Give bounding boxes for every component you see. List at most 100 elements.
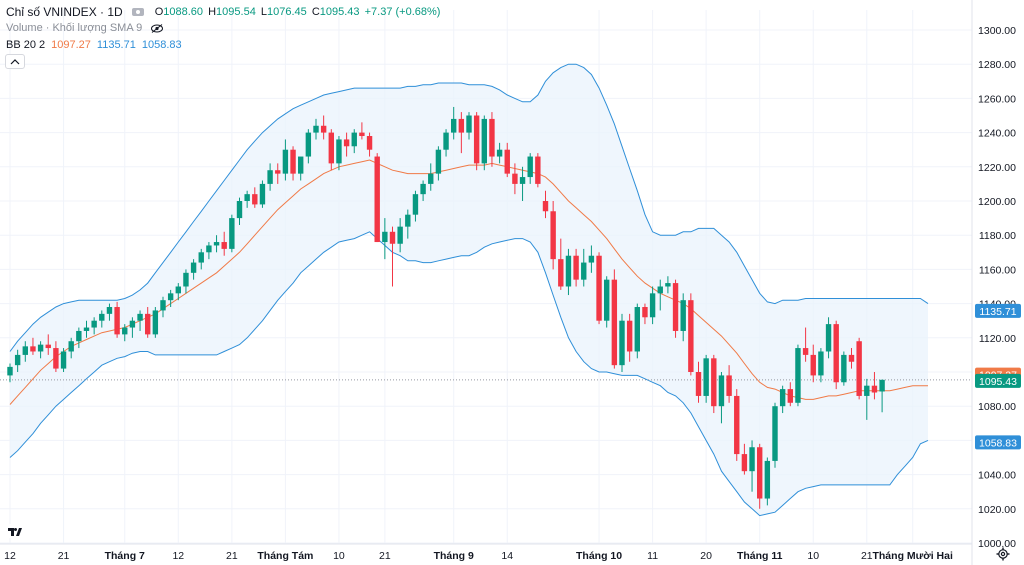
- candle-body[interactable]: [22, 346, 28, 355]
- candle-body[interactable]: [649, 293, 656, 318]
- candle-body[interactable]: [657, 286, 663, 294]
- candle-body[interactable]: [244, 194, 250, 201]
- candle-body[interactable]: [779, 389, 786, 407]
- candle-body[interactable]: [558, 259, 564, 287]
- candle-body[interactable]: [619, 320, 625, 366]
- candle-body[interactable]: [366, 136, 373, 150]
- bb-label[interactable]: BB 20 2: [6, 39, 46, 51]
- candle-body[interactable]: [565, 255, 572, 287]
- candle-body[interactable]: [183, 272, 189, 287]
- candle-body[interactable]: [351, 132, 357, 147]
- candle-body[interactable]: [60, 351, 67, 369]
- candle-body[interactable]: [451, 118, 457, 133]
- candle-body[interactable]: [122, 327, 128, 335]
- candle-body[interactable]: [711, 358, 717, 407]
- candle-body[interactable]: [695, 372, 702, 396]
- candle-body[interactable]: [160, 300, 166, 311]
- candle-body[interactable]: [313, 125, 319, 133]
- collapse-legend-button[interactable]: [5, 54, 25, 69]
- candle-body[interactable]: [298, 156, 304, 174]
- candle-body[interactable]: [190, 262, 197, 273]
- candle-body[interactable]: [496, 149, 503, 157]
- candle-body[interactable]: [757, 447, 763, 499]
- candle-body[interactable]: [167, 293, 174, 301]
- candle-body[interactable]: [382, 231, 388, 243]
- candle-body[interactable]: [106, 307, 113, 314]
- candle-body[interactable]: [512, 173, 518, 184]
- hide-icon[interactable]: [131, 7, 145, 17]
- candle-body[interactable]: [397, 226, 403, 244]
- candle-body[interactable]: [83, 327, 90, 331]
- gear-icon[interactable]: [996, 547, 1010, 561]
- candle-body[interactable]: [290, 149, 296, 174]
- candle-body[interactable]: [879, 379, 885, 392]
- candle-body[interactable]: [428, 173, 434, 184]
- candle-body[interactable]: [634, 307, 640, 352]
- candle-body[interactable]: [129, 320, 136, 328]
- candle-body[interactable]: [412, 194, 419, 215]
- candle-body[interactable]: [871, 385, 878, 393]
- candle-body[interactable]: [114, 307, 120, 335]
- candle-body[interactable]: [206, 245, 212, 253]
- candle-body[interactable]: [688, 300, 694, 372]
- candle-body[interactable]: [519, 177, 526, 184]
- candle-body[interactable]: [152, 310, 159, 335]
- candle-body[interactable]: [145, 313, 151, 335]
- candle-body[interactable]: [252, 194, 258, 205]
- candle-body[interactable]: [221, 242, 227, 249]
- candle-body[interactable]: [795, 348, 801, 403]
- eye-icon[interactable]: [150, 23, 164, 33]
- candle-body[interactable]: [30, 346, 36, 352]
- candle-body[interactable]: [741, 454, 748, 472]
- candle-body[interactable]: [611, 279, 618, 366]
- candle-body[interactable]: [864, 385, 870, 396]
- candle-body[interactable]: [856, 341, 862, 396]
- candle-body[interactable]: [573, 255, 579, 280]
- candle-body[interactable]: [588, 255, 595, 263]
- candle-body[interactable]: [76, 330, 82, 342]
- candle-body[interactable]: [527, 156, 533, 178]
- candle-body[interactable]: [848, 354, 855, 362]
- candle-body[interactable]: [550, 211, 556, 260]
- candle-body[interactable]: [7, 366, 13, 376]
- symbol-title[interactable]: Chỉ số VNINDEX · 1D: [6, 5, 123, 19]
- candle-body[interactable]: [320, 125, 327, 133]
- candle-body[interactable]: [213, 242, 220, 246]
- candle-body[interactable]: [175, 286, 181, 294]
- candle-body[interactable]: [596, 255, 602, 321]
- candle-body[interactable]: [489, 118, 495, 157]
- candle-body[interactable]: [581, 262, 587, 280]
- candle-body[interactable]: [458, 118, 465, 133]
- candle-body[interactable]: [91, 320, 97, 328]
- candle-body[interactable]: [680, 300, 686, 331]
- candle-body[interactable]: [726, 375, 732, 396]
- candle-body[interactable]: [343, 139, 350, 147]
- candle-body[interactable]: [787, 389, 793, 403]
- candle-body[interactable]: [53, 348, 59, 369]
- candle-body[interactable]: [718, 375, 725, 407]
- candle-body[interactable]: [642, 307, 648, 318]
- candle-body[interactable]: [841, 354, 847, 383]
- candle-body[interactable]: [535, 156, 541, 184]
- candle-body[interactable]: [389, 231, 396, 244]
- candle-body[interactable]: [275, 170, 281, 174]
- candle-body[interactable]: [672, 283, 679, 331]
- candle-body[interactable]: [198, 252, 204, 263]
- candle-body[interactable]: [473, 115, 480, 164]
- candle-body[interactable]: [328, 132, 334, 164]
- candle-body[interactable]: [703, 358, 709, 396]
- candle-body[interactable]: [481, 118, 487, 164]
- candle-body[interactable]: [305, 132, 312, 157]
- candle-body[interactable]: [45, 344, 51, 349]
- candle-body[interactable]: [665, 283, 671, 287]
- candle-body[interactable]: [542, 201, 549, 212]
- candle-body[interactable]: [734, 395, 740, 455]
- candle-body[interactable]: [825, 324, 832, 352]
- candle-body[interactable]: [336, 139, 342, 164]
- candle-body[interactable]: [236, 201, 243, 219]
- candle-body[interactable]: [833, 324, 839, 383]
- candle-body[interactable]: [604, 279, 610, 321]
- candle-body[interactable]: [749, 447, 755, 472]
- candle-body[interactable]: [14, 354, 21, 366]
